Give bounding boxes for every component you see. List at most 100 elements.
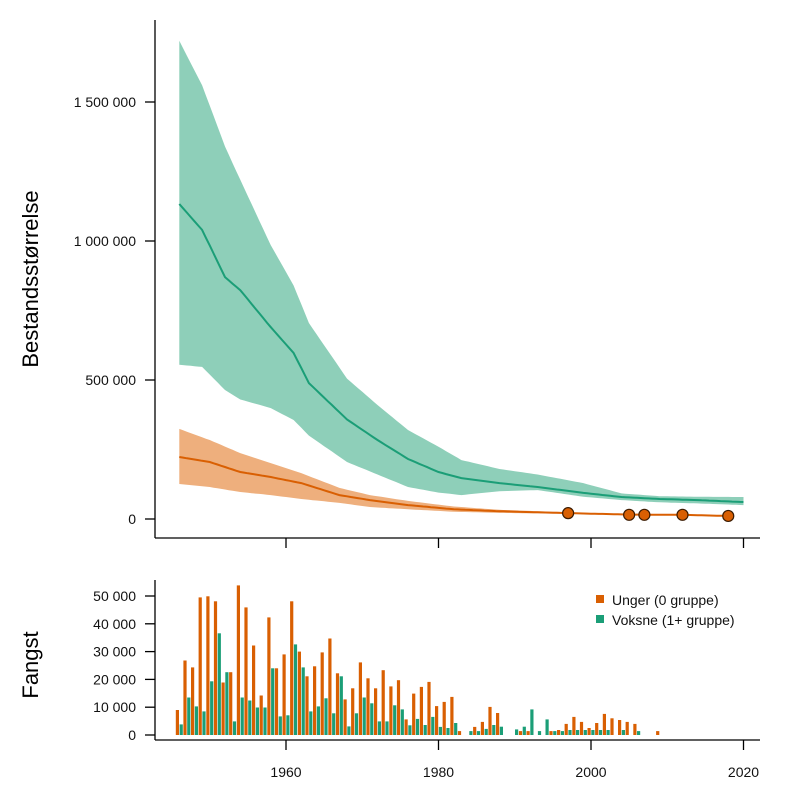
bar-voksne (316, 706, 320, 735)
bar-unger (183, 660, 187, 735)
bar-voksne (347, 726, 351, 735)
band-voksne (179, 40, 744, 506)
observation-point (722, 509, 735, 523)
bar-voksne (210, 681, 214, 735)
bar-unger (320, 652, 324, 735)
bar-voksne (393, 705, 397, 735)
bar-unger (198, 597, 202, 735)
bar-voksne (293, 644, 298, 735)
bar-voksne (583, 730, 587, 735)
bar-unger (435, 706, 439, 735)
bar-voksne (301, 667, 305, 735)
band-unger (179, 428, 729, 517)
bar-unger (259, 695, 263, 735)
bar-unger (396, 680, 401, 735)
bar-unger (572, 716, 576, 735)
bar-unger (549, 731, 553, 735)
bar-voksne (598, 730, 603, 735)
bar-voksne (255, 707, 259, 735)
bar-unger (419, 686, 423, 735)
bar-voksne (354, 713, 359, 735)
bar-unger (457, 731, 462, 735)
bar-voksne (621, 730, 625, 735)
bar-voksne (568, 730, 572, 735)
y-tick-label: 0 (128, 511, 136, 527)
bar-voksne (217, 633, 221, 735)
bar-voksne (362, 697, 366, 735)
bar-unger (488, 706, 492, 735)
bar-unger (610, 718, 614, 735)
bar-unger (328, 638, 332, 735)
legend-label-voksne: Voksne (1+ gruppe) (612, 612, 735, 628)
bar-voksne (339, 676, 343, 735)
bar-voksne (469, 731, 473, 735)
bar-voksne (225, 672, 229, 735)
bar-unger (252, 645, 256, 735)
bar-unger (282, 654, 286, 735)
bar-voksne (187, 697, 191, 735)
y-tick-label: 20 000 (93, 671, 136, 687)
bar-voksne (637, 731, 641, 735)
bar-unger (625, 721, 629, 735)
bar-unger (191, 667, 195, 735)
x-tick-label: 2000 (575, 764, 606, 780)
bottom-y-axis-title: Fangst (18, 631, 43, 698)
bar-unger (389, 686, 393, 735)
bar-unger (305, 676, 309, 735)
bar-voksne (446, 728, 450, 735)
bar-voksne (202, 711, 206, 735)
bar-voksne (591, 730, 595, 735)
bar-unger (618, 720, 622, 735)
bar-unger (175, 710, 179, 735)
legend-label-unger: Unger (0 gruppe) (612, 592, 719, 608)
x-tick-label: 1980 (423, 764, 454, 780)
median-line-voksne (178, 203, 744, 503)
confidence-bands (179, 40, 744, 517)
bar-voksne (248, 700, 252, 735)
bar-voksne (606, 730, 610, 735)
legend-swatch-voksne (596, 615, 604, 623)
bar-voksne (232, 721, 237, 735)
bar-unger (412, 693, 416, 735)
bar-voksne (560, 731, 564, 735)
bar-unger (450, 696, 454, 735)
bar-unger (297, 651, 301, 735)
y-tick-label: 0 (128, 727, 136, 743)
bar-unger (274, 668, 279, 735)
bar-voksne (423, 725, 427, 735)
median-line-unger (179, 456, 729, 517)
top-x-ticks (285, 538, 745, 548)
bar-voksne (537, 731, 542, 735)
y-tick-label: 500 000 (85, 372, 136, 388)
observation-points (562, 507, 735, 523)
median-lines (178, 203, 744, 517)
bar-unger (206, 596, 210, 735)
bar-unger (526, 731, 530, 735)
bar-voksne (240, 697, 244, 735)
bar-voksne (286, 715, 290, 735)
bar-unger (244, 607, 248, 735)
bar-unger (381, 670, 385, 735)
bar-unger (518, 731, 523, 735)
bar-unger (351, 688, 355, 735)
bar-voksne (454, 723, 458, 735)
bar-unger (404, 719, 408, 735)
bar-unger (442, 701, 446, 735)
x-tick-label: 1960 (270, 764, 301, 780)
bar-voksne (576, 730, 580, 735)
bar-voksne (278, 716, 282, 735)
bar-voksne (179, 724, 183, 735)
top-y-axis-title: Bestandsstørrelse (18, 190, 43, 367)
bar-unger (236, 585, 240, 735)
bottom-x-ticks: 1960 1980 2000 2020 (270, 740, 759, 780)
bar-voksne (553, 731, 557, 735)
y-tick-label: 10 000 (93, 699, 136, 715)
y-tick-label: 50 000 (93, 588, 136, 604)
bar-unger (374, 688, 378, 735)
bar-unger (290, 601, 294, 735)
catch-panel: 0 10 000 20 000 30 000 40 000 50 000 1960 1980… (18, 580, 760, 780)
x-tick-label: 2020 (728, 764, 759, 780)
bar-unger (633, 723, 637, 735)
bar-unger (358, 662, 362, 735)
bar-voksne (515, 729, 519, 735)
